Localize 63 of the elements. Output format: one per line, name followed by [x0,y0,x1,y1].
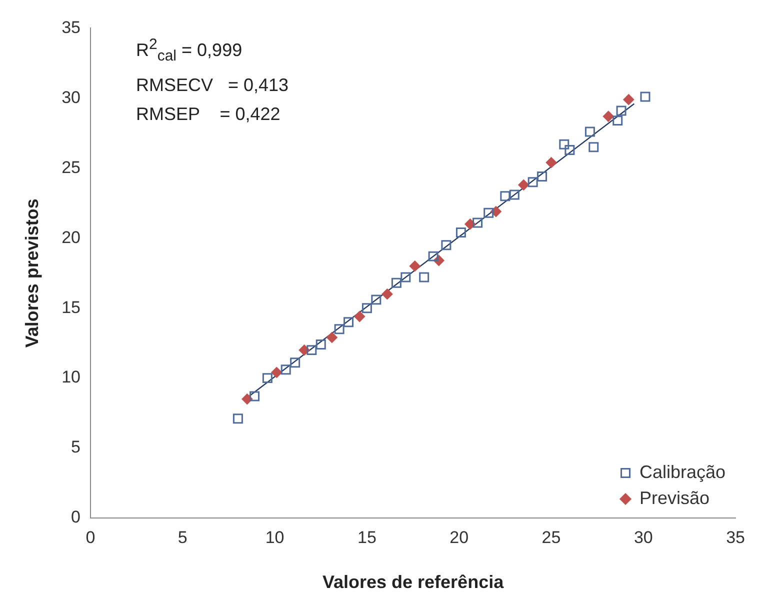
x-tick-label: 35 [726,528,746,547]
x-tick-label: 0 [86,528,96,547]
point [334,324,344,334]
y-tick-label: 30 [62,88,81,107]
point [419,272,430,282]
legend-label: Previsão [640,488,710,508]
x-axis-title: Valores de referência [322,572,505,592]
point [354,310,366,322]
x-tick-label: 30 [634,528,653,547]
x-tick-label: 5 [178,528,188,547]
point [612,116,623,126]
x-tick-label: 20 [450,528,469,547]
point [616,106,626,116]
point [472,218,483,228]
y-tick-label: 15 [62,298,81,317]
point [232,414,243,424]
point [250,391,260,402]
point [509,190,520,200]
point [623,94,634,106]
point [518,179,530,190]
point [271,366,282,378]
point [640,92,650,102]
point [362,303,372,314]
point [602,110,614,122]
point [546,157,557,168]
point [316,339,326,350]
point [584,126,595,137]
point [326,332,338,343]
legend-label: Calibração [640,462,726,482]
point [280,364,291,375]
point [456,228,466,238]
x-tick-label: 25 [542,528,561,547]
point [428,251,438,262]
point [306,345,317,356]
annotation: RMSECV = 0,413 [136,74,289,97]
y-tick-label: 35 [62,18,81,37]
annotation: R$^{2}$$_{cal}$ = 0,999 [136,35,244,67]
point [400,272,411,282]
point [441,240,452,250]
point [371,294,382,305]
point [409,260,420,272]
point [528,177,538,188]
y-tick-label: 10 [62,368,81,387]
point [391,278,402,288]
point [564,144,575,155]
y-tick-label: 0 [71,508,81,527]
annotation: RMSEP = 0,422 [136,102,282,126]
point [262,373,272,384]
y-tick-label: 5 [71,438,81,457]
y-axis-title: Valores previstos [22,198,42,348]
point [290,358,300,368]
x-tick-label: 10 [265,528,284,547]
point [537,172,548,182]
point [559,139,570,150]
y-tick-label: 20 [62,228,81,247]
x-tick-label: 15 [357,528,376,547]
point [588,142,599,152]
point [484,208,494,218]
y-tick-label: 25 [62,158,81,177]
point [344,317,354,328]
point [500,191,510,202]
point [382,288,393,300]
point [242,394,253,405]
